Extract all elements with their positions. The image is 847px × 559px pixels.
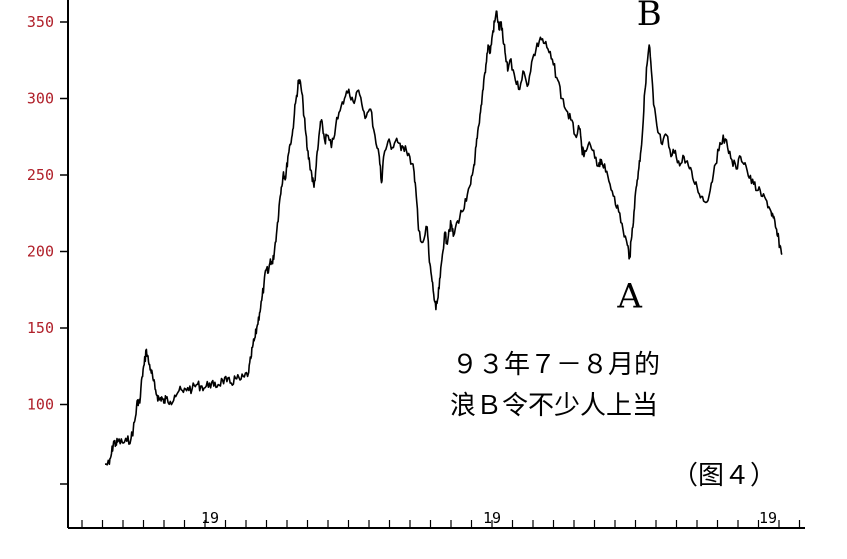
y-tick-label: 200 [27, 243, 54, 261]
y-ticks: 100 150 200 250 300 350 [27, 13, 68, 485]
annotation-a: A [616, 277, 642, 317]
annotations: AB [616, 0, 661, 317]
y-tick-label: 350 [27, 13, 54, 31]
y-tick-label: 250 [27, 166, 54, 184]
price-series-line [104, 10, 783, 466]
y-tick-label: 300 [27, 90, 54, 108]
x-tick-label: 19 [201, 509, 219, 527]
annotation-b: B [637, 0, 662, 34]
y-tick-label: 100 [27, 396, 54, 414]
x-tick-label: 19 [759, 509, 777, 527]
caption-line-1: ９３年７－８月的 [452, 350, 661, 380]
figure-label: （图４） [672, 461, 777, 491]
x-ticks: 19 19 19 [81, 509, 801, 528]
y-tick-label: 150 [27, 319, 54, 337]
caption-line-2: 浪Ｂ令不少人上当 [450, 391, 659, 421]
x-tick-label: 19 [483, 509, 501, 527]
